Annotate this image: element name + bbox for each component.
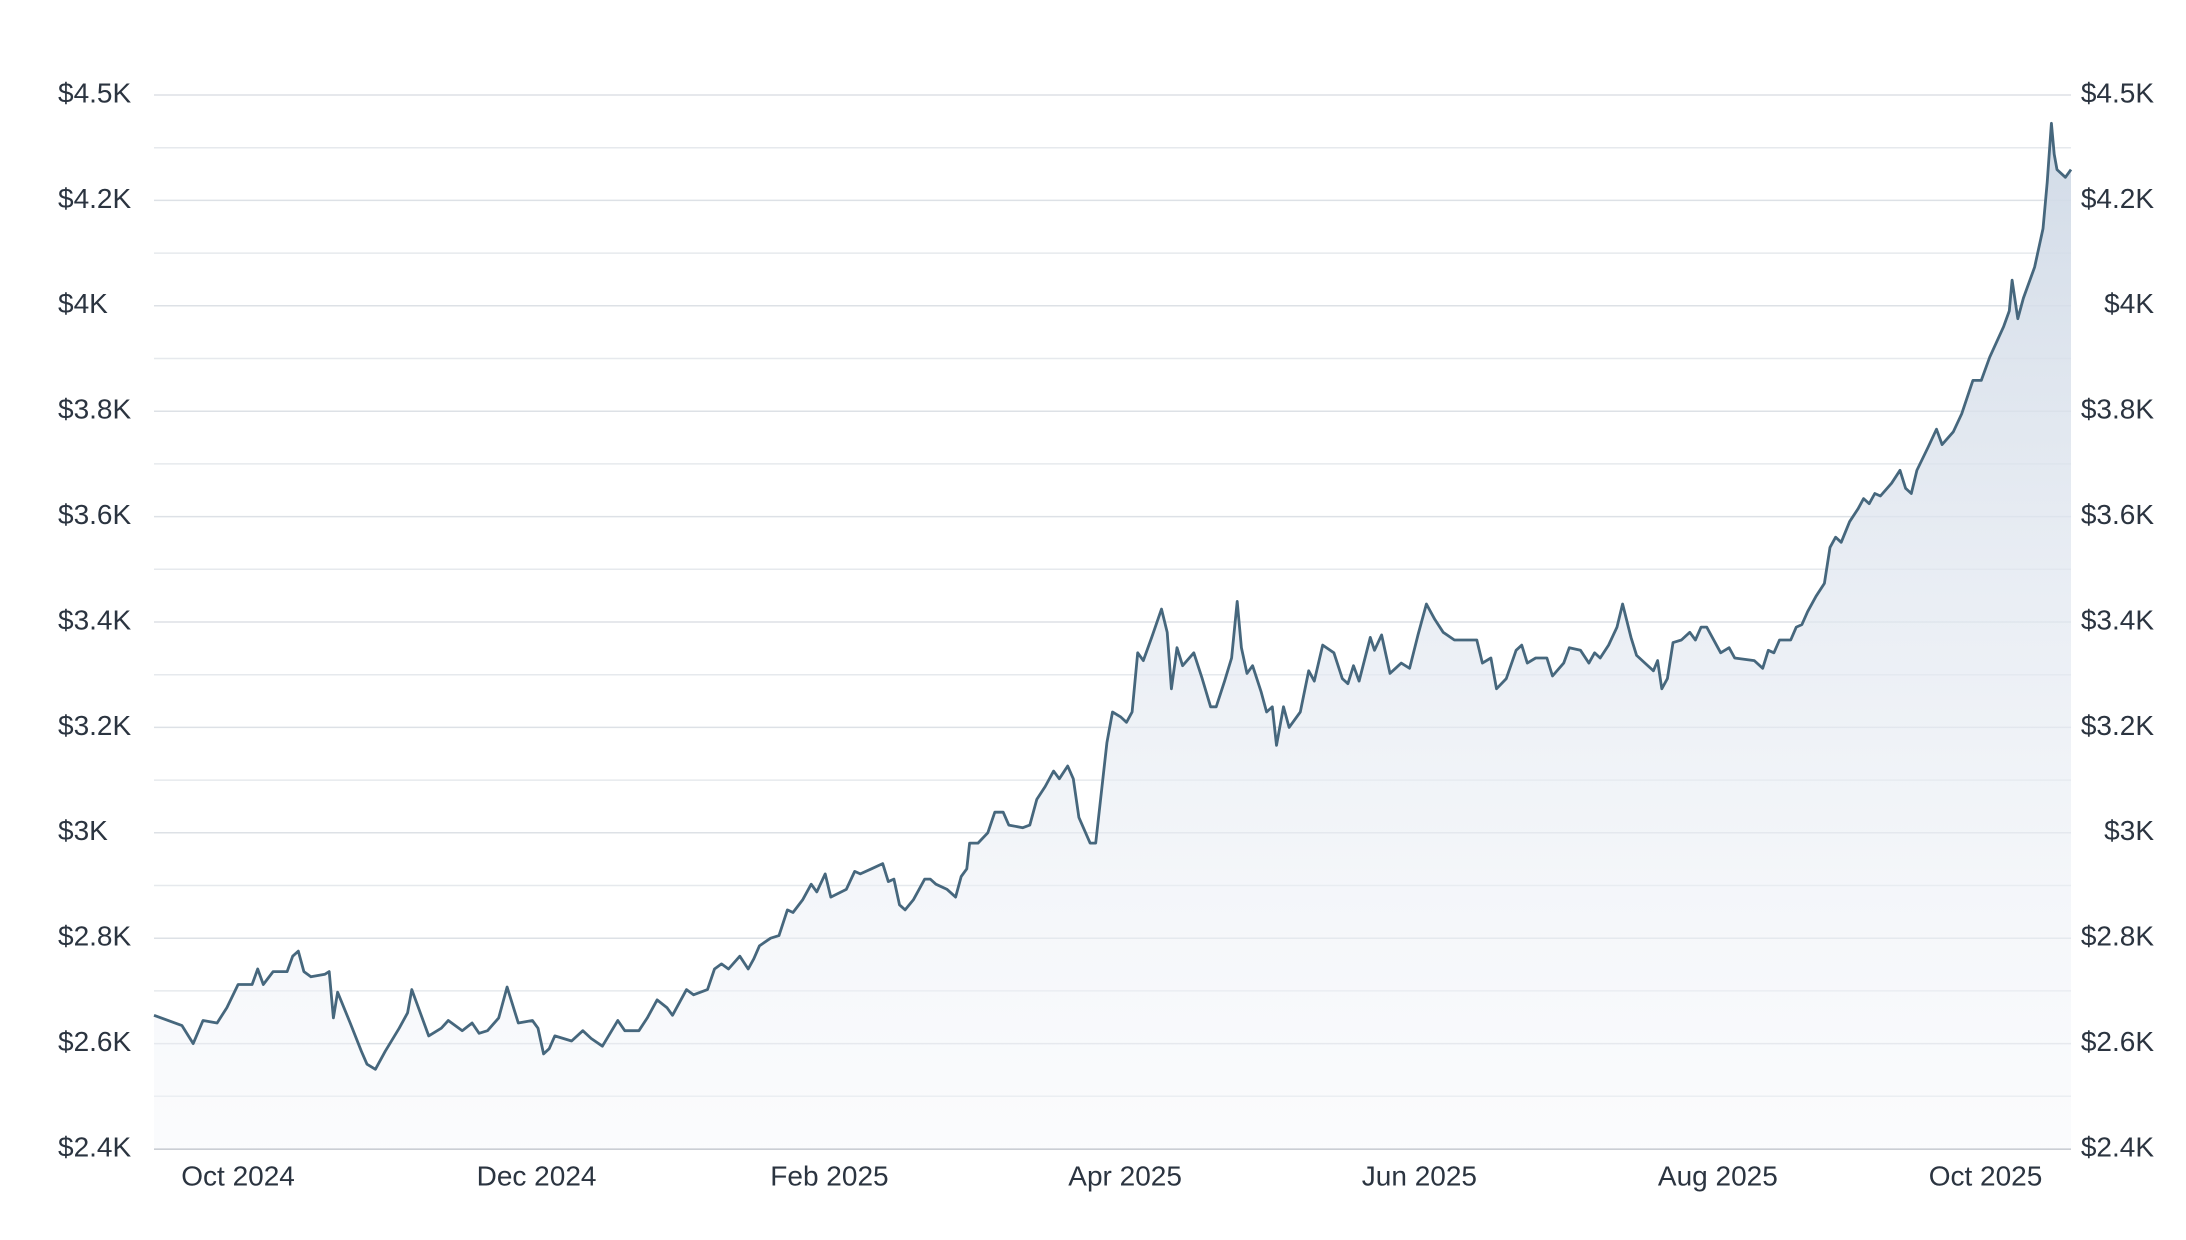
y-tick-label: $4.5K (58, 77, 131, 108)
y-tick-label: $3.6K (58, 499, 131, 530)
y2-tick-label: $3.6K (2081, 499, 2154, 530)
x-tick-label: Aug 2025 (1658, 1160, 1778, 1191)
x-tick-label: Dec 2024 (477, 1160, 597, 1191)
y-tick-label: $3.2K (58, 710, 131, 741)
y-tick-label: $3.8K (58, 394, 131, 425)
y2-tick-label: $2.4K (2081, 1131, 2154, 1162)
x-tick-label: Feb 2025 (770, 1160, 888, 1191)
area (154, 123, 2071, 1149)
x-tick-label: Jun 2025 (1362, 1160, 1477, 1191)
y2-tick-label: $4.5K (2081, 77, 2154, 108)
y2-tick-label: $3.2K (2081, 710, 2154, 741)
y2-tick-label: $2.6K (2081, 1026, 2154, 1057)
y-tick-label: $2.6K (58, 1026, 131, 1057)
x-tick-label: Apr 2025 (1068, 1160, 1182, 1191)
y2-tick-label: $3K (2104, 815, 2154, 846)
x-tick-label: Oct 2025 (1929, 1160, 2043, 1191)
x-tick-label: Oct 2024 (181, 1160, 295, 1191)
y2-tick-label: $4.2K (2081, 183, 2154, 214)
y-tick-label: $3K (58, 815, 108, 846)
y-tick-label: $3.4K (58, 604, 131, 635)
y-tick-label: $2.4K (58, 1131, 131, 1162)
y2-tick-label: $4K (2104, 288, 2154, 319)
y2-tick-label: $2.8K (2081, 921, 2154, 952)
line (153, 121, 2073, 1071)
y-tick-label: $2.8K (58, 921, 131, 952)
y2-tick-label: $3.4K (2081, 604, 2154, 635)
y-tick-label: $4.2K (58, 183, 131, 214)
y2-tick-label: $3.8K (2081, 394, 2154, 425)
y-tick-label: $4K (58, 288, 108, 319)
